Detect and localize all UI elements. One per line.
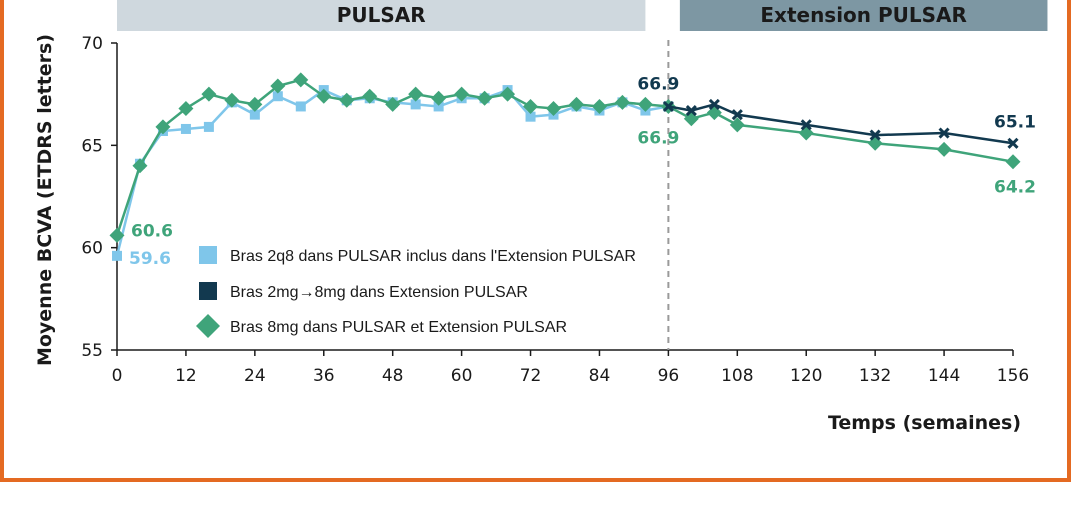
x-tick-label: 72 bbox=[520, 366, 542, 386]
legend-label-8mg: Bras 8mg dans PULSAR et Extension PULSAR bbox=[230, 319, 567, 336]
data-point-x bbox=[869, 129, 881, 141]
data-point-diamond bbox=[729, 117, 745, 133]
data-point-diamond bbox=[454, 86, 470, 102]
phase-bar-pulsar bbox=[117, 0, 646, 31]
data-point-x bbox=[685, 104, 697, 117]
y-tick-label: 65 bbox=[81, 136, 103, 156]
data-point-square bbox=[112, 250, 122, 261]
data-point-square bbox=[295, 101, 306, 112]
series-layer bbox=[109, 72, 1021, 261]
series-line-0 bbox=[115, 88, 669, 257]
data-label: 64.2 bbox=[994, 178, 1036, 198]
phase-bar-pulsar-label: PULSAR bbox=[337, 3, 426, 27]
series-line-1 bbox=[668, 103, 1014, 145]
data-point-diamond bbox=[614, 94, 630, 110]
data-point-diamond bbox=[936, 141, 952, 157]
data-point-x bbox=[662, 100, 674, 113]
data-label: 59.6 bbox=[129, 249, 171, 269]
data-point-diamond bbox=[1005, 154, 1021, 170]
data-point-diamond bbox=[637, 96, 653, 112]
data-point-diamond bbox=[316, 88, 332, 104]
data-labels: 60.6 59.6 66.9 66.9 65.1 64.2 bbox=[129, 74, 1036, 268]
data-label: 60.6 bbox=[131, 221, 173, 241]
x-axis-title: Temps (semaines) bbox=[828, 412, 1021, 434]
chart-frame bbox=[0, 0, 1071, 482]
data-point-diamond bbox=[270, 78, 286, 94]
x-tick-label: 156 bbox=[997, 366, 1029, 386]
data-point-x bbox=[1007, 137, 1019, 149]
data-point-square bbox=[203, 121, 214, 132]
data-point-diamond bbox=[523, 98, 539, 114]
legend-label-2mg-8mg: Bras 2mg→8mg dans Extension PULSAR bbox=[230, 284, 528, 301]
legend-label-2q8: Bras 2q8 dans PULSAR inclus dans l'Exten… bbox=[230, 248, 636, 265]
data-point-diamond bbox=[224, 92, 240, 108]
data-point-diamond bbox=[568, 96, 584, 112]
data-label: 66.9 bbox=[637, 128, 679, 148]
data-point-diamond bbox=[109, 227, 125, 243]
data-point-diamond bbox=[683, 111, 699, 127]
data-point-square bbox=[525, 111, 536, 122]
data-point-diamond bbox=[132, 158, 148, 174]
x-tick-label: 132 bbox=[859, 366, 891, 386]
legend-navy-square-marker bbox=[199, 282, 217, 300]
legend-square-marker bbox=[199, 246, 217, 264]
phase-header-bars: PULSAR Extension PULSAR bbox=[117, 0, 1048, 31]
x-tick-label: 0 bbox=[112, 366, 123, 386]
x-ticks: 0 12 24 36 48 60 72 84 96 108 120 132 144 156 bbox=[112, 350, 1029, 386]
data-point-diamond bbox=[798, 125, 814, 141]
data-point-diamond bbox=[178, 100, 194, 116]
y-ticks: 55 60 65 70 bbox=[81, 34, 117, 361]
data-point-square bbox=[272, 91, 283, 102]
data-point-diamond bbox=[339, 92, 355, 108]
data-point-diamond bbox=[867, 135, 883, 151]
data-point-diamond bbox=[477, 90, 493, 106]
data-point-square bbox=[249, 109, 260, 120]
x-tick-label: 60 bbox=[451, 366, 473, 386]
legend: Bras 2q8 dans PULSAR inclus dans l'Exten… bbox=[196, 246, 636, 338]
phase-bar-extension-label: Extension PULSAR bbox=[760, 3, 967, 27]
x-tick-label: 144 bbox=[928, 366, 960, 386]
data-point-x bbox=[800, 119, 812, 131]
data-point-diamond bbox=[431, 90, 447, 106]
data-point-diamond bbox=[591, 98, 607, 114]
data-point-diamond bbox=[362, 88, 378, 104]
data-point-x bbox=[731, 109, 743, 121]
legend-diamond-marker bbox=[196, 314, 220, 338]
data-point-diamond bbox=[247, 96, 263, 112]
x-tick-label: 84 bbox=[589, 366, 611, 386]
y-tick-label: 70 bbox=[81, 34, 103, 54]
data-label: 65.1 bbox=[994, 112, 1036, 132]
phase-bar-extension bbox=[679, 0, 1048, 31]
x-tick-label: 48 bbox=[382, 366, 404, 386]
y-tick-label: 55 bbox=[81, 341, 103, 361]
data-point-diamond bbox=[500, 86, 516, 102]
data-point-square bbox=[410, 99, 421, 110]
data-point-x bbox=[938, 127, 950, 139]
data-point-diamond bbox=[155, 119, 171, 135]
y-tick-label: 60 bbox=[81, 239, 103, 259]
data-point-x bbox=[708, 98, 720, 110]
x-tick-label: 12 bbox=[175, 366, 197, 386]
data-point-square bbox=[433, 101, 444, 112]
data-label: 66.9 bbox=[637, 74, 679, 94]
x-tick-label: 36 bbox=[313, 366, 335, 386]
data-point-diamond bbox=[546, 100, 562, 116]
x-tick-label: 96 bbox=[658, 366, 680, 386]
x-tick-label: 120 bbox=[790, 366, 822, 386]
data-point-square bbox=[180, 123, 191, 134]
data-point-diamond bbox=[385, 96, 401, 112]
data-point-diamond bbox=[408, 86, 424, 102]
y-axis-title: Moyenne BCVA (ETDRS letters) bbox=[34, 34, 56, 366]
data-point-diamond bbox=[293, 72, 309, 88]
x-tick-label: 24 bbox=[244, 366, 266, 386]
x-tick-label: 108 bbox=[721, 366, 753, 386]
data-point-diamond bbox=[201, 86, 217, 102]
